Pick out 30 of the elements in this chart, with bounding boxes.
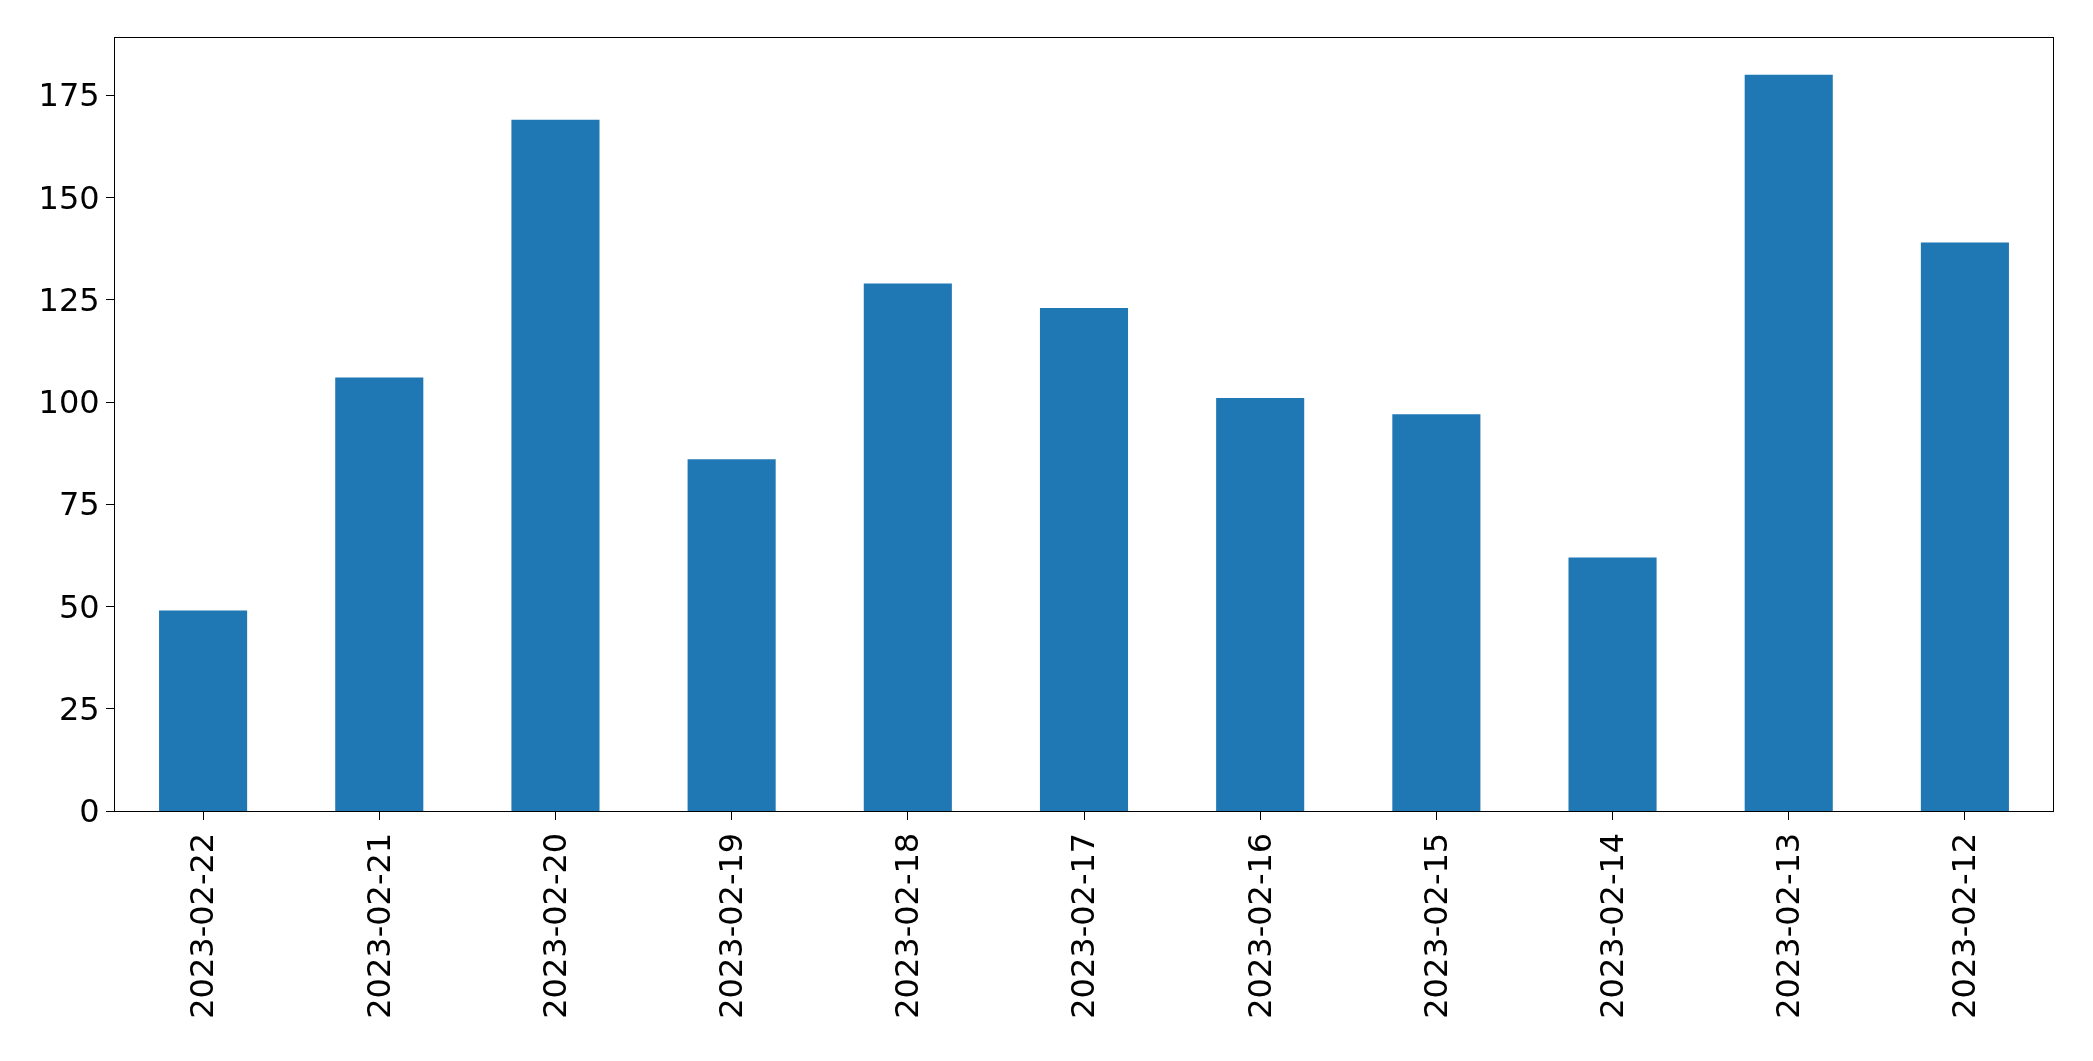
bar [159,610,248,811]
x-tick-label: 2023-02-12 [1945,832,1984,1019]
x-tick-label: 2023-02-16 [1240,832,1279,1019]
x-tick-label: 2023-02-15 [1416,832,1455,1019]
bar [863,283,952,811]
bar [687,459,776,811]
y-tick-label: 50 [58,587,100,626]
bar [1039,307,1129,811]
x-tick-label: 2023-02-17 [1064,832,1103,1019]
bar [1392,414,1481,811]
x-tick-label: 2023-02-19 [712,832,751,1019]
y-tick-label: 100 [38,383,100,422]
bar [511,119,600,811]
x-tick-label: 2023-02-14 [1592,832,1631,1019]
bar [335,377,424,811]
y-tick-label: 125 [38,280,100,319]
x-tick-label: 2023-02-18 [888,832,927,1019]
bar [1216,397,1305,811]
y-tick-label: 0 [79,792,100,831]
bar [1744,74,1833,811]
y-tick-label: 75 [58,485,100,524]
y-tick-label: 150 [38,178,100,217]
bar [1568,557,1657,811]
x-tick-label: 2023-02-20 [535,832,574,1019]
bar [1920,242,2009,811]
y-tick-label: 175 [38,76,100,115]
y-tick-label: 25 [58,689,100,728]
x-tick-label: 2023-02-22 [183,832,222,1019]
x-tick-label: 2023-02-13 [1769,832,1808,1019]
x-tick-label: 2023-02-21 [359,832,398,1019]
